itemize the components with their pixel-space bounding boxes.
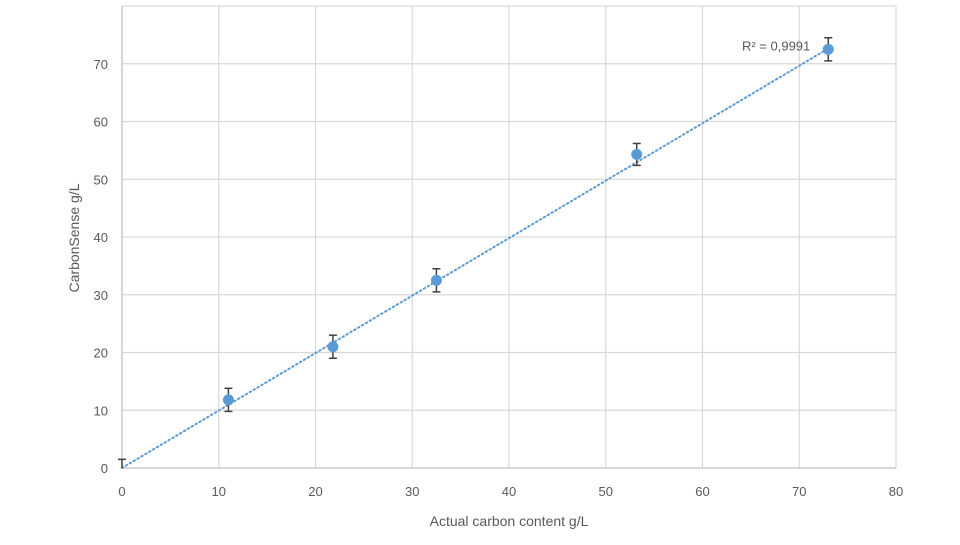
y-tick-label: 30 [94,288,108,303]
x-axis-title: Actual carbon content g/L [430,513,589,529]
x-tick-label: 20 [308,484,322,499]
data-point [822,43,834,55]
tick-labels: 0 10 20 30 40 50 60 70 80 0 10 20 30 40 50 60 70 [94,57,904,499]
x-tick-label: 60 [695,484,709,499]
y-tick-label: 0 [101,461,108,476]
trendline [121,47,830,469]
y-tick-label: 40 [94,230,108,245]
gridlines [122,5,897,468]
data-point [327,341,339,353]
data-point [430,274,442,286]
y-tick-label: 10 [94,403,108,418]
data-points [222,43,834,406]
trendline-line [121,47,830,469]
axes [121,6,896,469]
r-squared-annotation: R² = 0,9991 [742,38,810,53]
y-tick-label: 20 [94,346,108,361]
y-tick-label: 70 [94,57,108,72]
y-tick-label: 60 [94,115,108,130]
x-tick-label: 0 [118,484,125,499]
x-tick-label: 40 [502,484,516,499]
y-tick-label: 50 [94,172,108,187]
y-axis-title: CarbonSense g/L [66,183,82,292]
x-tick-label: 10 [212,484,226,499]
x-tick-label: 80 [889,484,903,499]
data-point [222,394,234,406]
data-point [631,148,643,160]
x-tick-label: 30 [405,484,419,499]
x-tick-label: 50 [599,484,613,499]
x-tick-label: 70 [792,484,806,499]
